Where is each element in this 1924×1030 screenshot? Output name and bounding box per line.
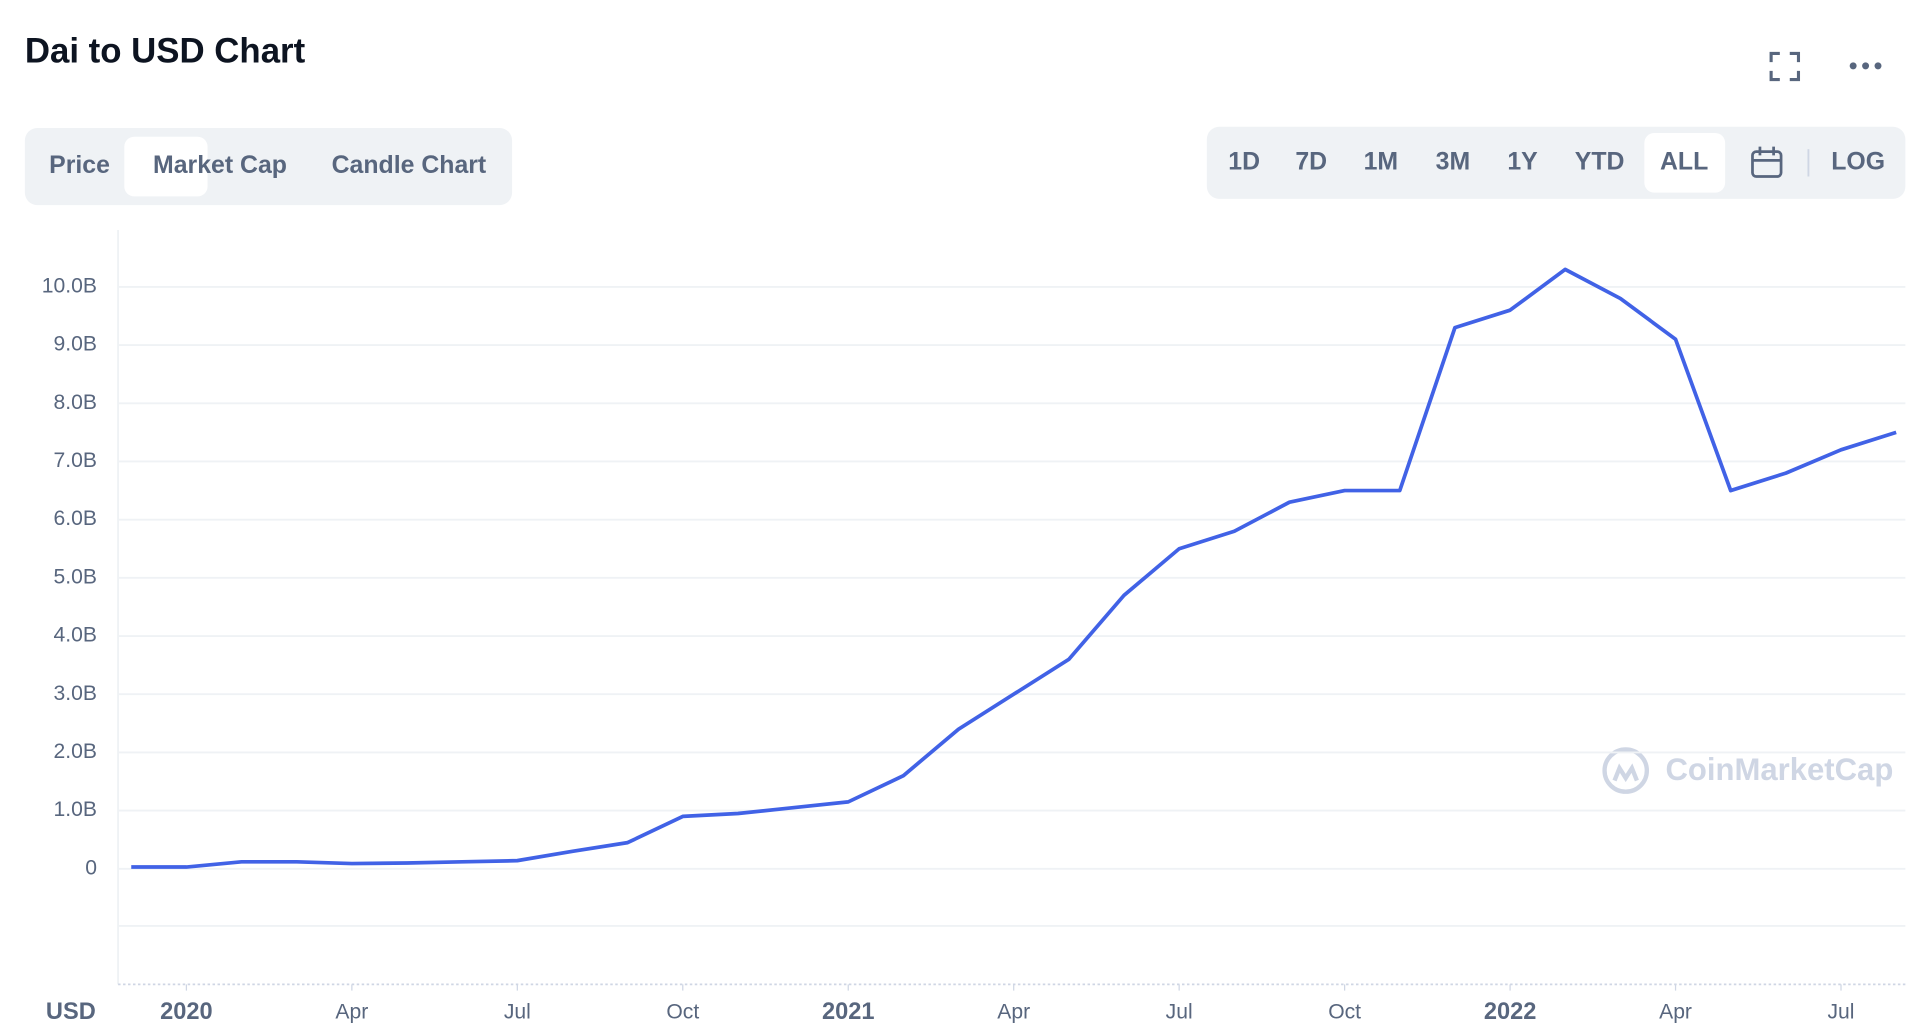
watermark-logo	[1602, 747, 1650, 794]
y-tick-label: 9.0B	[54, 333, 97, 356]
y-tick-label: 2.0B	[54, 740, 97, 763]
x-tick-label: 2022	[1484, 999, 1537, 1025]
tab[interactable]: Market Cap	[153, 152, 287, 179]
range-button[interactable]: 3M	[1436, 148, 1471, 175]
tab[interactable]: Candle Chart	[332, 152, 487, 179]
y-tick-label: 6.0B	[54, 507, 97, 530]
tab-active	[124, 136, 208, 197]
y-tick-label: 10.0B	[42, 274, 97, 297]
y-tick-label: 5.0B	[54, 565, 97, 588]
x-tick-label: Apr	[335, 1001, 368, 1024]
x-tick-label: Apr	[1659, 1001, 1692, 1024]
range-button[interactable]: 7D	[1295, 148, 1327, 175]
range-button[interactable]: 1D	[1228, 148, 1260, 175]
data-line	[131, 267, 1897, 869]
range-button[interactable]: YTD	[1575, 148, 1625, 175]
x-tick-label: Oct	[666, 1001, 699, 1024]
range-button[interactable]: 1Y	[1507, 148, 1538, 175]
y-tick-label: 0	[85, 856, 97, 879]
fullscreen-icon[interactable]	[1769, 51, 1801, 82]
x-tick-label: Jul	[1828, 1001, 1855, 1024]
y-tick-label: 3.0B	[54, 682, 97, 705]
chart-title: Dai to USD Chart	[25, 32, 306, 71]
tab[interactable]: Price	[49, 152, 110, 179]
range-active	[1644, 132, 1726, 193]
y-tick-label: 4.0B	[54, 624, 97, 647]
x-tick-label: Oct	[1328, 1001, 1361, 1024]
currency-label: USD	[46, 999, 96, 1025]
x-tick-label: 2021	[822, 999, 875, 1025]
range-button[interactable]: 1M	[1364, 148, 1399, 175]
y-tick-label: 8.0B	[54, 391, 97, 414]
calendar-icon[interactable]	[1751, 146, 1783, 178]
more-icon[interactable]	[1849, 62, 1882, 70]
y-tick-label: 7.0B	[54, 449, 97, 472]
watermark: CoinMarketCap	[1665, 752, 1893, 787]
range-button[interactable]: ALL	[1660, 148, 1708, 175]
log-button[interactable]: LOG	[1831, 148, 1885, 175]
x-tick-label: Apr	[997, 1001, 1030, 1024]
range-group	[1206, 126, 1906, 199]
x-tick-label: Jul	[504, 1001, 531, 1024]
x-tick-label: 2020	[160, 999, 213, 1025]
x-tick-label: Jul	[1166, 1001, 1193, 1024]
y-tick-label: 1.0B	[54, 798, 97, 821]
